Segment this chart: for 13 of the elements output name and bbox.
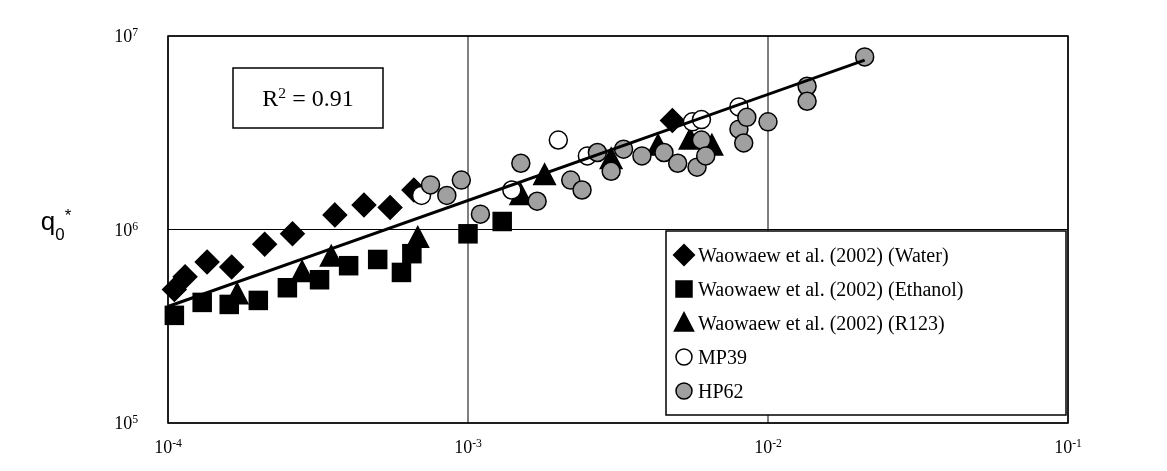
x-tick-label: 10$^{-4}$	[154, 436, 183, 457]
y-tick-label: 10$^{7}$	[114, 25, 139, 46]
legend-label: Waowaew et al. (2002) (Ethanol)	[698, 278, 964, 301]
x-tick-label: 10$^{-2}$	[754, 436, 783, 457]
y-tick-label: 10$^{6}$	[114, 219, 139, 240]
legend-label: Waowaew et al. (2002) (Water)	[698, 244, 949, 267]
legend-label: MP39	[698, 346, 747, 368]
x-tick-label: 10$^{-1}$	[1054, 436, 1083, 457]
annotation: R$^{2}$ = 0.91	[262, 83, 354, 111]
x-tick-label: 10$^{-3}$	[454, 436, 483, 457]
legend-label: HP62	[698, 380, 744, 402]
legend-label: Waowaew et al. (2002) (R123)	[698, 312, 945, 335]
y-tick-label: 10$^{5}$	[114, 412, 139, 433]
